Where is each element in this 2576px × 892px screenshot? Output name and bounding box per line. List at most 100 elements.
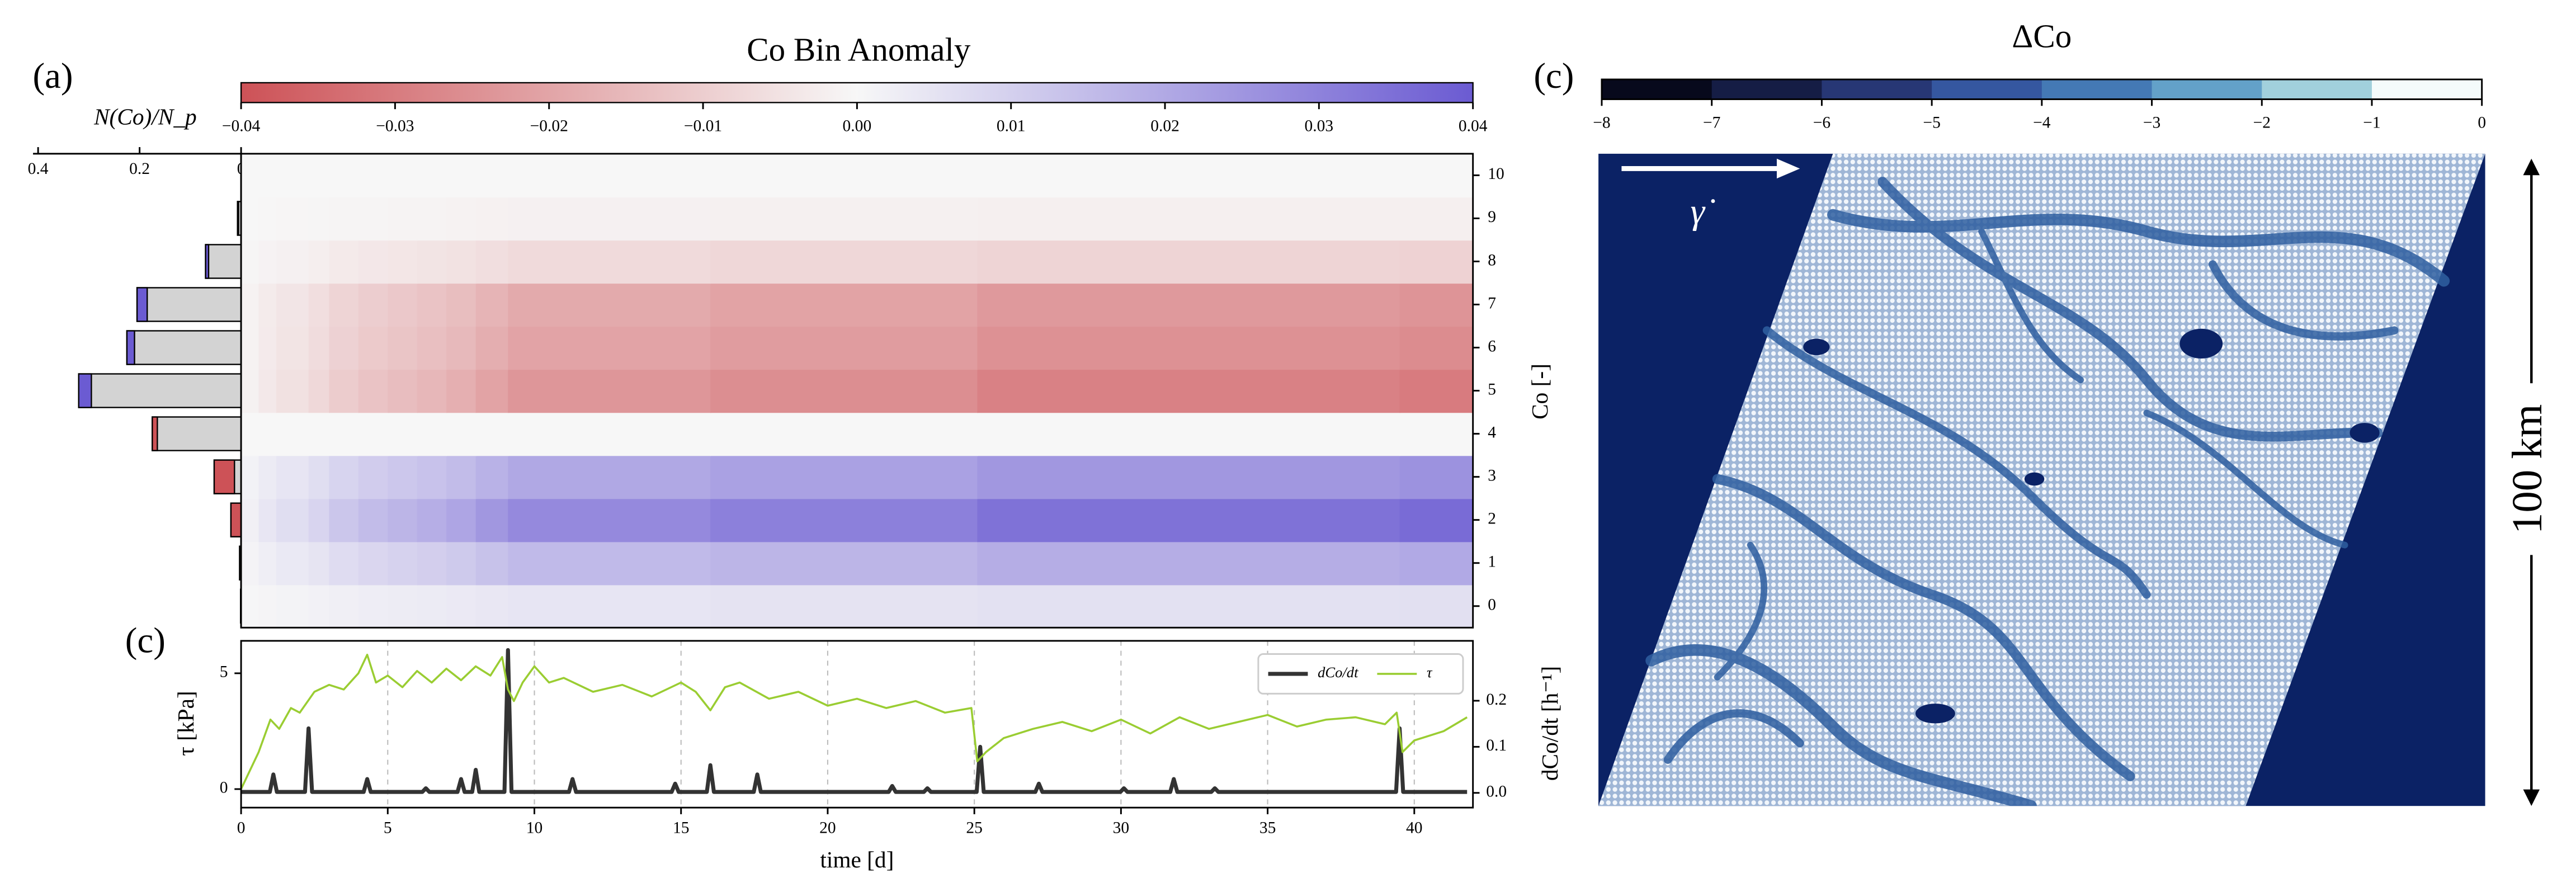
heatmap-cell	[508, 412, 711, 456]
chart-title: Co Bin Anomaly	[747, 31, 971, 68]
heatmap-cell	[475, 369, 509, 413]
heatmap-cell	[276, 239, 309, 284]
heatmap-cell	[308, 584, 330, 629]
heatmap-cell	[977, 196, 1400, 241]
heatmap-cell	[417, 153, 447, 198]
heatmap-cell	[977, 498, 1400, 542]
heatmap-cell	[446, 283, 476, 327]
heatmap-cell	[710, 326, 978, 370]
x-tick-label: 40	[1406, 819, 1423, 837]
colorbar-step	[1711, 79, 1823, 100]
heatmap-cell	[508, 283, 711, 327]
heatmap-cell	[308, 326, 330, 370]
colorbar-tick-label: −5	[1923, 114, 1940, 132]
heatmap-cell	[1399, 455, 1474, 499]
heatmap-cell	[388, 283, 418, 327]
heatmap-cell	[258, 498, 277, 542]
heatmap-cell	[417, 196, 447, 241]
heatmap-cell	[417, 283, 447, 327]
heatmap-cell	[508, 239, 711, 284]
panel-label: (a)	[32, 56, 73, 96]
colorbar-tick-label: −0.03	[376, 117, 414, 135]
heatmap-cell	[1399, 283, 1474, 327]
heatmap-cell	[358, 412, 389, 456]
heatmap-cell	[329, 326, 360, 370]
colorbar-tick-label: −3	[2143, 114, 2160, 132]
heatmap-cell	[241, 541, 260, 586]
heatmap-cell	[475, 196, 509, 241]
y-tick-label: 5	[1488, 380, 1496, 398]
anomaly-bar	[237, 201, 239, 236]
x-tick-label: 15	[673, 819, 690, 837]
anomaly-bar	[152, 416, 158, 451]
y-tick-label: 7	[1488, 294, 1496, 312]
heatmap-cell	[417, 584, 447, 629]
heatmap-cell	[258, 541, 277, 586]
colorbar-tick-label: −8	[1593, 114, 1610, 132]
heatmap-cell	[241, 369, 260, 413]
heatmap-cell	[417, 369, 447, 413]
colorbar-step	[2041, 79, 2153, 100]
y2-tick-label: 0.1	[1486, 737, 1507, 754]
heatmap-cell	[977, 239, 1400, 284]
heatmap-cell	[258, 239, 277, 284]
heatmap-cell	[329, 498, 360, 542]
heatmap-cell	[475, 541, 509, 586]
heatmap-cell	[258, 455, 277, 499]
bar	[136, 287, 242, 322]
panel-label: (c)	[1534, 56, 1574, 96]
heatmap-cell	[475, 455, 509, 499]
heatmap-cell	[276, 584, 309, 629]
plot-frame	[240, 640, 1474, 809]
y-tick-label: 9	[1488, 208, 1496, 226]
heatmap-cell	[276, 283, 309, 327]
heatmap-cell	[475, 283, 509, 327]
legend-label: τ	[1427, 664, 1433, 681]
heatmap-cell	[329, 369, 360, 413]
colorbar-tick-label: −6	[1813, 114, 1830, 132]
heatmap-cell	[276, 153, 309, 198]
scale-arrowhead	[2523, 789, 2540, 806]
heatmap-cell	[508, 498, 711, 542]
heatmap-cell	[358, 283, 389, 327]
heatmap-cell	[977, 412, 1400, 456]
heatmap-cell	[417, 239, 447, 284]
bar	[126, 330, 242, 365]
bar	[152, 416, 242, 451]
anomaly-bar	[78, 373, 92, 408]
colorbar-tick-label: −7	[1703, 114, 1720, 132]
y-tick-label: 3	[1488, 466, 1496, 484]
x-tick-label: 25	[966, 819, 983, 837]
heatmap-cell	[1399, 239, 1474, 284]
colorbar-tick-label: −4	[2033, 114, 2051, 132]
heatmap-cell	[710, 153, 978, 198]
heatmap-cell	[710, 369, 978, 413]
colorbar-tick-label: −0.04	[222, 117, 261, 135]
heatmap-cell	[508, 369, 711, 413]
heatmap-cell	[710, 283, 978, 327]
colorbar-tick-label: 0	[2478, 114, 2486, 132]
heatmap-cell	[241, 584, 260, 629]
heatmap-cell	[358, 153, 389, 198]
heatmap-cell	[241, 498, 260, 542]
heatmap-cell	[475, 239, 509, 284]
x-tick-label: 30	[1113, 819, 1130, 837]
x-tick-label: 0	[237, 819, 246, 837]
heatmap-cell	[446, 196, 476, 241]
heatmap-cell	[977, 326, 1400, 370]
heatmap-cell	[358, 369, 389, 413]
heatmap-cell	[710, 239, 978, 284]
heatmap-cell	[446, 541, 476, 586]
heatmap-cell	[388, 239, 418, 284]
heatmap-cell	[977, 369, 1400, 413]
heatmap-cell	[1399, 153, 1474, 198]
heatmap-cell	[276, 326, 309, 370]
heatmap-cell	[241, 326, 260, 370]
heatmap-cell	[446, 584, 476, 629]
heatmap-cell	[358, 196, 389, 241]
y-tick-label: 6	[1488, 337, 1496, 355]
heatmap-cell	[358, 239, 389, 284]
simulation-image	[1598, 153, 2485, 806]
heatmap-cell	[475, 498, 509, 542]
scale-arrowhead	[2523, 158, 2540, 176]
